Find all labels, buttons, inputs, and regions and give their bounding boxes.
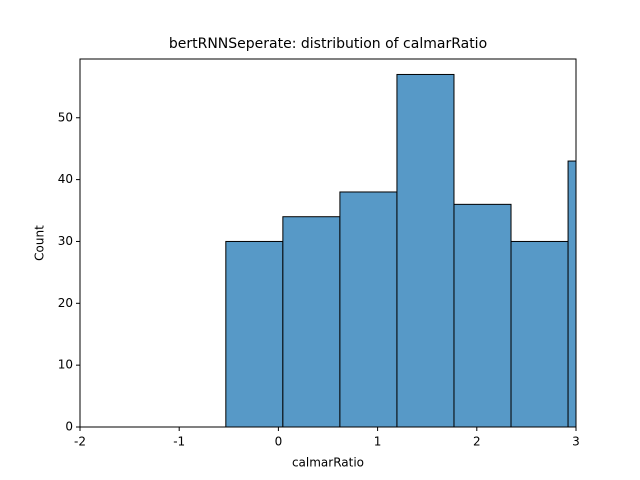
plot-frame <box>79 58 577 428</box>
bar <box>339 191 398 427</box>
x-tick-label: 1 <box>374 435 382 449</box>
bar <box>510 240 569 427</box>
bar <box>225 240 284 427</box>
y-tick-label: 30 <box>58 234 73 248</box>
y-tick-label: 10 <box>58 358 73 372</box>
bar <box>453 203 512 427</box>
chart-title: bertRNNSeperate: distribution of calmarR… <box>169 36 487 52</box>
y-tick-label: 40 <box>58 172 73 186</box>
x-tick-label: -1 <box>173 435 185 449</box>
x-tick-label: 3 <box>572 435 580 449</box>
bar <box>396 73 455 427</box>
y-tick-label: 50 <box>58 110 73 124</box>
x-tick-label: 0 <box>275 435 283 449</box>
x-axis-label: calmarRatio <box>292 456 364 470</box>
y-tick-label: 20 <box>58 296 73 310</box>
x-tick-label: 2 <box>473 435 481 449</box>
y-axis-label: Count <box>33 225 47 261</box>
x-tick-label: -2 <box>74 435 86 449</box>
bars <box>225 73 576 427</box>
bar <box>282 216 341 427</box>
y-tick-label: 0 <box>65 420 73 434</box>
bar <box>567 160 576 427</box>
